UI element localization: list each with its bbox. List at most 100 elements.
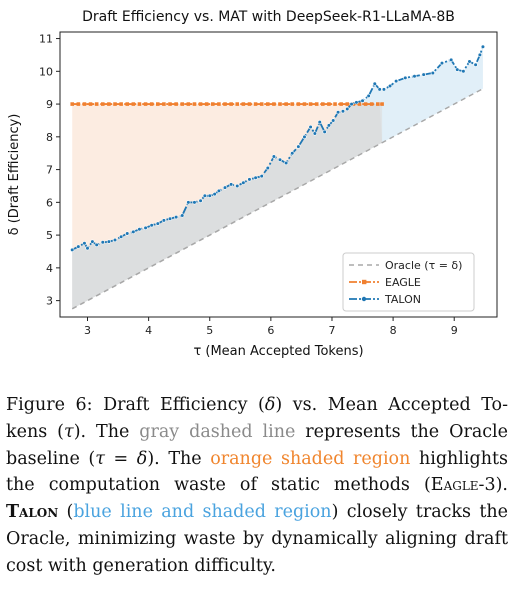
y-tick-label: 6 bbox=[46, 196, 53, 209]
y-tick-label: 7 bbox=[46, 164, 53, 177]
talon-point bbox=[207, 193, 212, 198]
talon-point bbox=[349, 101, 354, 107]
caption-text: highlights the computation waste of stat… bbox=[6, 448, 508, 496]
talon-point bbox=[412, 74, 417, 79]
talon-point bbox=[430, 70, 435, 76]
talon-point bbox=[94, 242, 99, 248]
talon-point bbox=[216, 188, 222, 193]
eagle-point bbox=[174, 102, 178, 106]
y-tick-label: 11 bbox=[39, 33, 53, 46]
talon-point bbox=[137, 227, 142, 232]
legend-oracle-label: Oracle (τ = δ) bbox=[385, 259, 462, 272]
talon-point bbox=[290, 151, 295, 156]
talon-point bbox=[202, 193, 207, 198]
eagle-point bbox=[76, 102, 81, 106]
talon-point bbox=[271, 154, 277, 159]
talon-point bbox=[381, 87, 387, 92]
eagle-point bbox=[369, 102, 374, 106]
talon-point bbox=[317, 119, 322, 125]
eagle-point bbox=[284, 102, 288, 106]
talon-point bbox=[473, 62, 478, 67]
eagle-point bbox=[162, 102, 166, 106]
x-tick-label: 4 bbox=[145, 324, 152, 337]
eagle-point bbox=[296, 102, 301, 106]
eagle-point bbox=[100, 102, 105, 106]
talon-point bbox=[161, 218, 167, 223]
eagle-point bbox=[168, 102, 172, 106]
y-tick-label: 3 bbox=[46, 295, 53, 308]
eagle-point bbox=[131, 102, 136, 106]
eagle-point bbox=[247, 102, 252, 106]
talon-point bbox=[296, 144, 301, 149]
talon-point bbox=[449, 57, 454, 62]
eagle-point bbox=[259, 102, 264, 106]
eagle-point bbox=[229, 102, 233, 106]
talon-point bbox=[322, 129, 327, 135]
caption-text: ) vs. Mean Accepted To-kens ( bbox=[6, 395, 508, 442]
talon-point bbox=[467, 59, 472, 64]
x-tick-label: 3 bbox=[84, 324, 91, 337]
talon-point bbox=[229, 182, 234, 187]
talon-point bbox=[174, 214, 179, 220]
talon-point bbox=[222, 185, 228, 190]
talon-point bbox=[70, 247, 75, 252]
legend-talon-label: TALON bbox=[384, 293, 421, 306]
eagle-point bbox=[357, 102, 362, 106]
eagle-point bbox=[70, 102, 75, 106]
talon-point bbox=[186, 200, 191, 205]
eagle-point bbox=[266, 102, 270, 106]
talon-point bbox=[340, 109, 346, 114]
chart-svg: 3 4 5 6 7 8 9 3 4 5 6 7 8 9 10 11 Draft Efficiency vs. M… bbox=[7, 9, 498, 359]
talon-point bbox=[312, 131, 317, 136]
eagle-point bbox=[333, 102, 337, 106]
talon-point bbox=[354, 100, 359, 105]
talon-point bbox=[265, 165, 270, 171]
eagle-point bbox=[113, 102, 117, 106]
eagle-point bbox=[155, 102, 160, 106]
x-tick-label: 9 bbox=[451, 324, 458, 337]
talon-point bbox=[167, 216, 173, 221]
eagle-point bbox=[345, 102, 350, 106]
y-tick-label: 10 bbox=[39, 65, 53, 78]
caption-tau: τ bbox=[64, 421, 74, 442]
talon-point bbox=[331, 118, 336, 123]
x-tick-label: 8 bbox=[390, 324, 397, 337]
eagle-point bbox=[180, 102, 185, 106]
legend-eagle-marker bbox=[362, 279, 367, 285]
talon-point bbox=[308, 124, 313, 130]
eagle-point bbox=[192, 102, 197, 106]
eagle-point bbox=[119, 102, 123, 106]
eagle-point bbox=[278, 102, 282, 106]
eagle-point bbox=[235, 102, 240, 106]
talon-point bbox=[394, 79, 399, 84]
overlap-region bbox=[72, 104, 383, 309]
caption-equation: τ = δ bbox=[95, 448, 148, 469]
eagle-point bbox=[210, 102, 215, 106]
talon-point bbox=[259, 174, 264, 179]
y-tick-label: 5 bbox=[46, 229, 53, 242]
eagle-point bbox=[107, 102, 111, 106]
eagle-point bbox=[137, 102, 142, 106]
talon-point bbox=[76, 244, 81, 249]
y-tick-label: 9 bbox=[46, 98, 53, 111]
talon-point bbox=[198, 198, 203, 203]
talon-point bbox=[253, 175, 258, 180]
caption-text: ). bbox=[495, 475, 508, 496]
talon-point bbox=[112, 237, 118, 243]
talon-point bbox=[180, 213, 185, 218]
plot-frame bbox=[59, 31, 498, 318]
talon-point bbox=[241, 180, 246, 185]
figure-caption: Figure 6: Draft Efficiency (δ) vs. Mean … bbox=[6, 395, 509, 576]
eagle-point bbox=[223, 102, 227, 106]
talon-point bbox=[90, 239, 95, 244]
eagle-point bbox=[321, 102, 325, 106]
eagle-point bbox=[204, 102, 209, 106]
talon-point bbox=[302, 134, 307, 139]
talon-point bbox=[149, 223, 154, 228]
talon-point bbox=[212, 192, 217, 197]
chart-title: Draft Efficiency vs. MAT with DeepSeek-R… bbox=[82, 9, 455, 25]
legend-box bbox=[342, 252, 475, 312]
caption-orange-highlight: orange shaded region bbox=[210, 448, 411, 469]
eagle-point bbox=[253, 102, 258, 106]
x-tick-label: 5 bbox=[206, 324, 213, 337]
